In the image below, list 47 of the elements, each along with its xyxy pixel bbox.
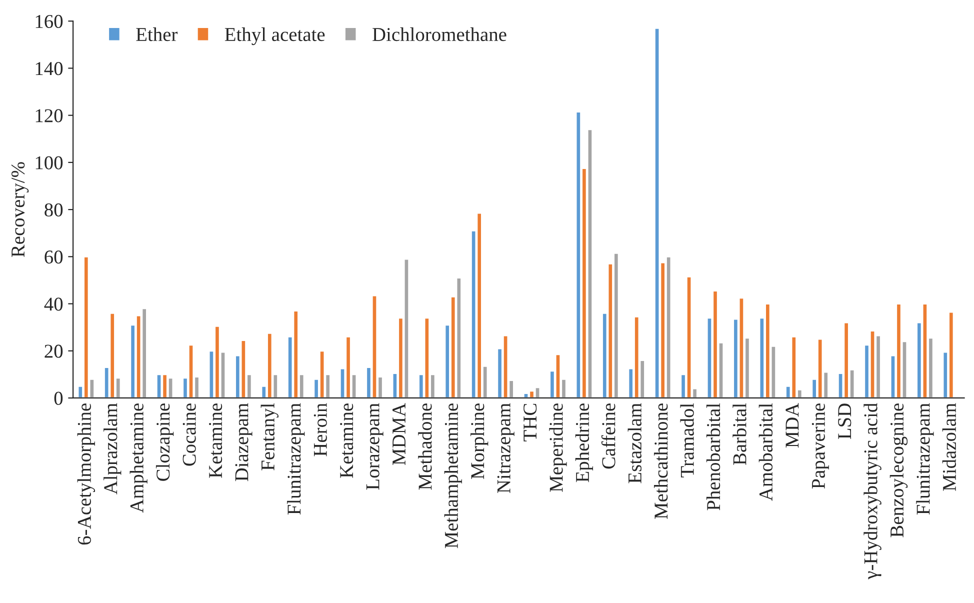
x-tick-label: Ephedrine [575, 404, 593, 482]
y-tick-label: 60 [44, 250, 63, 264]
x-tick-label: Caffeine [601, 404, 616, 469]
x-tick-label: Tramadol [680, 403, 694, 478]
x-tick-label: Lorazepam [366, 403, 384, 490]
y-tick-label: 140 [36, 62, 63, 76]
y-tick-label: 20 [44, 344, 63, 358]
x-tick-label: Midazolam [942, 403, 956, 491]
x-tick-label: Phenobarbital [706, 403, 720, 510]
x-tick-label: Fentanyl [260, 403, 278, 470]
x-tick-label: Diazepam [235, 403, 252, 482]
x-tick-label: Alprazolam [104, 403, 122, 494]
y-tick-label: 160 [36, 14, 63, 28]
x-tick-label: Flunitrazepam [287, 403, 305, 515]
x-tick-label: Meperidine [549, 404, 567, 492]
y-tick-label: 40 [44, 298, 63, 311]
legend-label: Ether [136, 27, 178, 42]
legend-label: Ethyl acetate [224, 27, 325, 46]
x-tick-label: Flunitrazepam [916, 403, 934, 515]
x-tick-label: Benzoylecognine [890, 404, 908, 538]
x-tick-label: Barbital [732, 403, 746, 465]
x-tick-label: Clozapine [156, 404, 174, 481]
x-tick-label: Methamphetamine [444, 404, 462, 548]
x-tick-label: Methadone [418, 404, 432, 490]
y-tick-label: 100 [36, 156, 63, 170]
y-axis-title: Recovery/% [11, 162, 29, 258]
x-tick-label: MDA [786, 402, 799, 448]
x-tick-label: 6-Acetylmorphine [77, 404, 95, 545]
x-tick-label: γ-Hydroxybutyric acid [864, 403, 882, 580]
x-tick-label: Papaverine [812, 404, 829, 489]
legend-label: Dichloromethane [372, 27, 506, 42]
x-tick-label: Methcathinone [654, 404, 668, 519]
y-tick-label: 120 [36, 109, 63, 122]
x-tick-label: Ketamine [209, 404, 222, 478]
x-tick-label: Ketamine [340, 404, 354, 478]
x-tick-label: Amphetamine [130, 404, 148, 513]
x-tick-label: Nitrazepam [497, 403, 514, 493]
x-tick-label: Estazolam [628, 403, 642, 484]
x-tick-label: THC [524, 404, 537, 442]
x-tick-label: LSD [838, 404, 852, 440]
y-tick-label: 0 [54, 392, 63, 405]
x-tick-label: Amobarbital [758, 403, 773, 501]
x-tick-label: MDMA [392, 402, 406, 465]
x-tick-label: Heroin [314, 403, 327, 456]
x-tick-label: Morphine [470, 404, 488, 479]
x-tick-label: Cocaine [182, 404, 196, 466]
y-tick-label: 80 [44, 203, 63, 216]
